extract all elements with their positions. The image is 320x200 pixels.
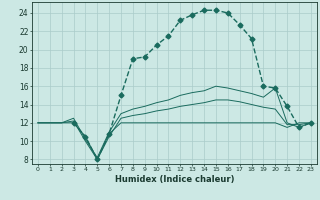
X-axis label: Humidex (Indice chaleur): Humidex (Indice chaleur) [115, 175, 234, 184]
